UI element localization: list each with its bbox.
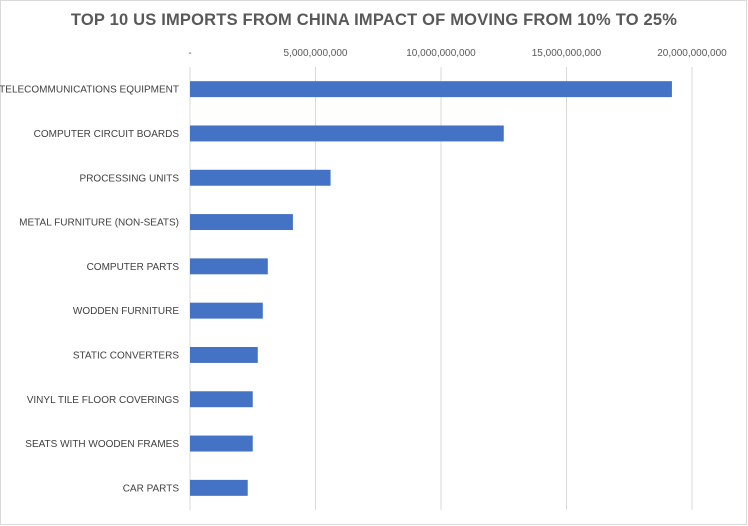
category-label: WODDEN FURNITURE [73, 306, 179, 317]
x-tick-label: 20,000,000,000 [657, 48, 727, 59]
category-label: CAR PARTS [123, 483, 180, 494]
bars [190, 81, 672, 496]
category-label: PROCESSING UNITS [80, 173, 180, 184]
x-axis-ticks: - 5,000,000,000 10,000,000,000 15,000,000,0… [188, 48, 727, 59]
category-label: COMPUTER CIRCUIT BOARDS [34, 129, 180, 140]
category-label: SEATS WITH WOODEN FRAMES [25, 439, 179, 450]
bar [190, 435, 253, 452]
category-label: COMPUTER PARTS [87, 262, 180, 273]
chart-title: TOP 10 US IMPORTS FROM CHINA IMPACT OF M… [70, 11, 678, 29]
category-label: VINYL TILE FLOOR COVERINGS [27, 395, 180, 406]
category-label: STATIC CONVERTERS [73, 350, 179, 361]
bar [190, 169, 331, 186]
category-label: METAL FURNITURE (NON-SEATS) [19, 218, 179, 229]
bar [190, 258, 268, 275]
bar [190, 125, 504, 142]
x-tick-label: 10,000,000,000 [406, 48, 476, 59]
category-label: TELECOMMUNICATIONS EQUIPMENT [0, 85, 179, 96]
bar [190, 391, 253, 408]
bar [190, 81, 672, 98]
x-tick-label: - [188, 48, 191, 59]
bar [190, 302, 263, 319]
bar [190, 479, 248, 496]
bar [190, 214, 293, 231]
bar [190, 346, 258, 363]
x-tick-label: 5,000,000,000 [284, 48, 348, 59]
category-labels: TELECOMMUNICATIONS EQUIPMENT COMPUTER CIR… [0, 85, 179, 495]
x-tick-label: 15,000,000,000 [532, 48, 602, 59]
